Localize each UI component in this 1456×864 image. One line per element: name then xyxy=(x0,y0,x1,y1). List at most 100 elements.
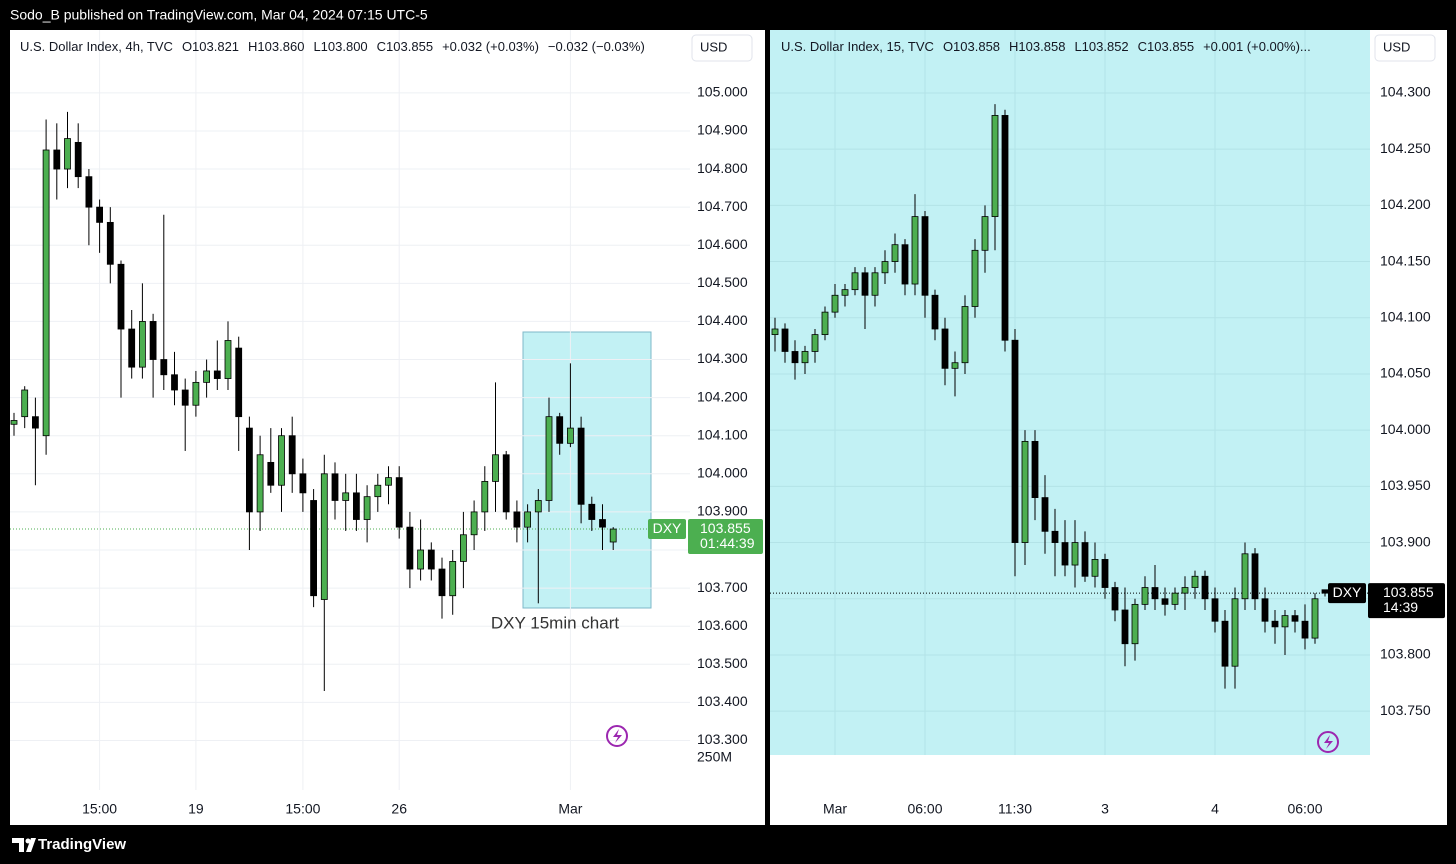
candle-body xyxy=(556,416,564,444)
highlight-box xyxy=(522,331,652,609)
candle-body xyxy=(1111,587,1119,611)
y-tick-label: 104.800 xyxy=(697,160,748,176)
y-tick-label: 104.500 xyxy=(697,274,748,290)
x-tick-label: 4 xyxy=(1211,801,1219,817)
candle-body xyxy=(352,492,360,520)
y-tick-label: 104.000 xyxy=(697,465,748,481)
candle-body xyxy=(245,427,253,513)
candle-body xyxy=(1241,553,1249,600)
currency-box xyxy=(1374,34,1436,62)
candle-body xyxy=(1041,497,1049,532)
y-tick-label: 104.300 xyxy=(1380,84,1431,100)
candle-body xyxy=(1131,603,1139,645)
candle-body xyxy=(1191,575,1199,588)
candle-body xyxy=(1301,620,1309,639)
candle-body xyxy=(128,328,136,368)
candle-body xyxy=(781,328,789,352)
symbol-label: DXY xyxy=(653,520,682,536)
candle-body xyxy=(1071,542,1079,566)
candle-body xyxy=(406,526,414,570)
y-tick-label: 103.800 xyxy=(1380,646,1431,662)
candle-body xyxy=(21,389,29,418)
candle-body xyxy=(42,149,50,437)
legend-item: C103.855 xyxy=(377,39,433,54)
candle-body xyxy=(1271,620,1279,628)
candle-body xyxy=(1211,598,1219,622)
candle-body xyxy=(224,340,232,379)
candle-body xyxy=(1221,620,1229,667)
legend: U.S. Dollar Index, 15, TVC O103.858 H103.8… xyxy=(781,39,1311,54)
candle-body xyxy=(1231,598,1239,667)
candle-body xyxy=(831,294,839,313)
candle-body xyxy=(138,321,146,368)
legend-item: O103.821 xyxy=(182,39,239,54)
candle-body xyxy=(149,321,157,360)
candle-body xyxy=(524,511,531,528)
candle-body xyxy=(567,427,574,444)
candle-body xyxy=(981,216,989,251)
candle-body xyxy=(971,249,979,307)
candle-body xyxy=(74,141,82,178)
candle-body xyxy=(213,370,221,379)
candle-body xyxy=(459,534,467,562)
price-box xyxy=(1368,583,1445,619)
candle-body xyxy=(1051,530,1059,543)
candle-body xyxy=(1031,440,1039,498)
candle-body xyxy=(1001,115,1009,341)
candle-body xyxy=(861,272,869,296)
candle-body xyxy=(599,519,606,528)
lightning-icon xyxy=(606,725,628,747)
candle-body xyxy=(385,477,392,486)
candle-body xyxy=(951,362,959,369)
legend-item: O103.858 xyxy=(943,39,1000,54)
candle-body xyxy=(821,311,829,336)
candle-body xyxy=(160,359,168,376)
candle-body xyxy=(1061,542,1069,566)
candle-body xyxy=(374,484,382,498)
x-tick-label: Mar xyxy=(558,801,582,817)
legend-item: +0.032 (+0.03%) xyxy=(442,39,539,54)
currency: USD xyxy=(1383,39,1410,54)
y-tick-label: 104.700 xyxy=(697,198,748,214)
candle-body xyxy=(991,115,999,217)
candle-body xyxy=(320,473,328,600)
candle-body xyxy=(1181,587,1189,594)
x-tick-label: 26 xyxy=(391,801,407,817)
chart-title: U.S. Dollar Index, 4h, TVC xyxy=(20,39,173,54)
candle-body xyxy=(10,420,18,425)
candle-body xyxy=(1011,339,1019,543)
candle-body xyxy=(1291,615,1299,622)
candle-body xyxy=(871,272,879,296)
y-tick-label: 104.250 xyxy=(1380,140,1431,156)
y-tick-label: 103.600 xyxy=(697,617,748,633)
y-tick-label: 103.900 xyxy=(697,503,748,519)
candle-body xyxy=(1081,542,1089,577)
candle-body xyxy=(931,294,939,330)
y-tick-label: 103.500 xyxy=(697,655,748,671)
candle-body xyxy=(470,511,478,536)
y-tick-label: 104.400 xyxy=(697,312,748,328)
price-box xyxy=(688,519,763,555)
candle-body xyxy=(449,561,457,597)
candle-body xyxy=(921,216,929,296)
candle-body xyxy=(492,454,499,482)
x-tick-label: Mar xyxy=(823,801,847,817)
left-panel xyxy=(10,30,765,825)
y-tick-label: 104.600 xyxy=(697,236,748,252)
candle-body xyxy=(96,206,103,223)
candle-body xyxy=(1121,609,1129,645)
y-tick-label: 104.200 xyxy=(1380,196,1431,212)
candle-body xyxy=(1311,598,1319,639)
brand: TradingView xyxy=(38,836,126,853)
candle-body xyxy=(811,334,819,352)
candle-body xyxy=(1151,587,1159,600)
candle-body xyxy=(941,328,949,369)
candle-body xyxy=(181,389,189,406)
x-tick-label: 11:30 xyxy=(998,801,1032,817)
candle-body xyxy=(192,381,200,406)
candle-body xyxy=(513,511,521,528)
candle-body xyxy=(588,503,596,520)
currency: USD xyxy=(700,39,727,54)
lightning-icon xyxy=(1317,731,1339,753)
candle-body xyxy=(417,549,425,570)
